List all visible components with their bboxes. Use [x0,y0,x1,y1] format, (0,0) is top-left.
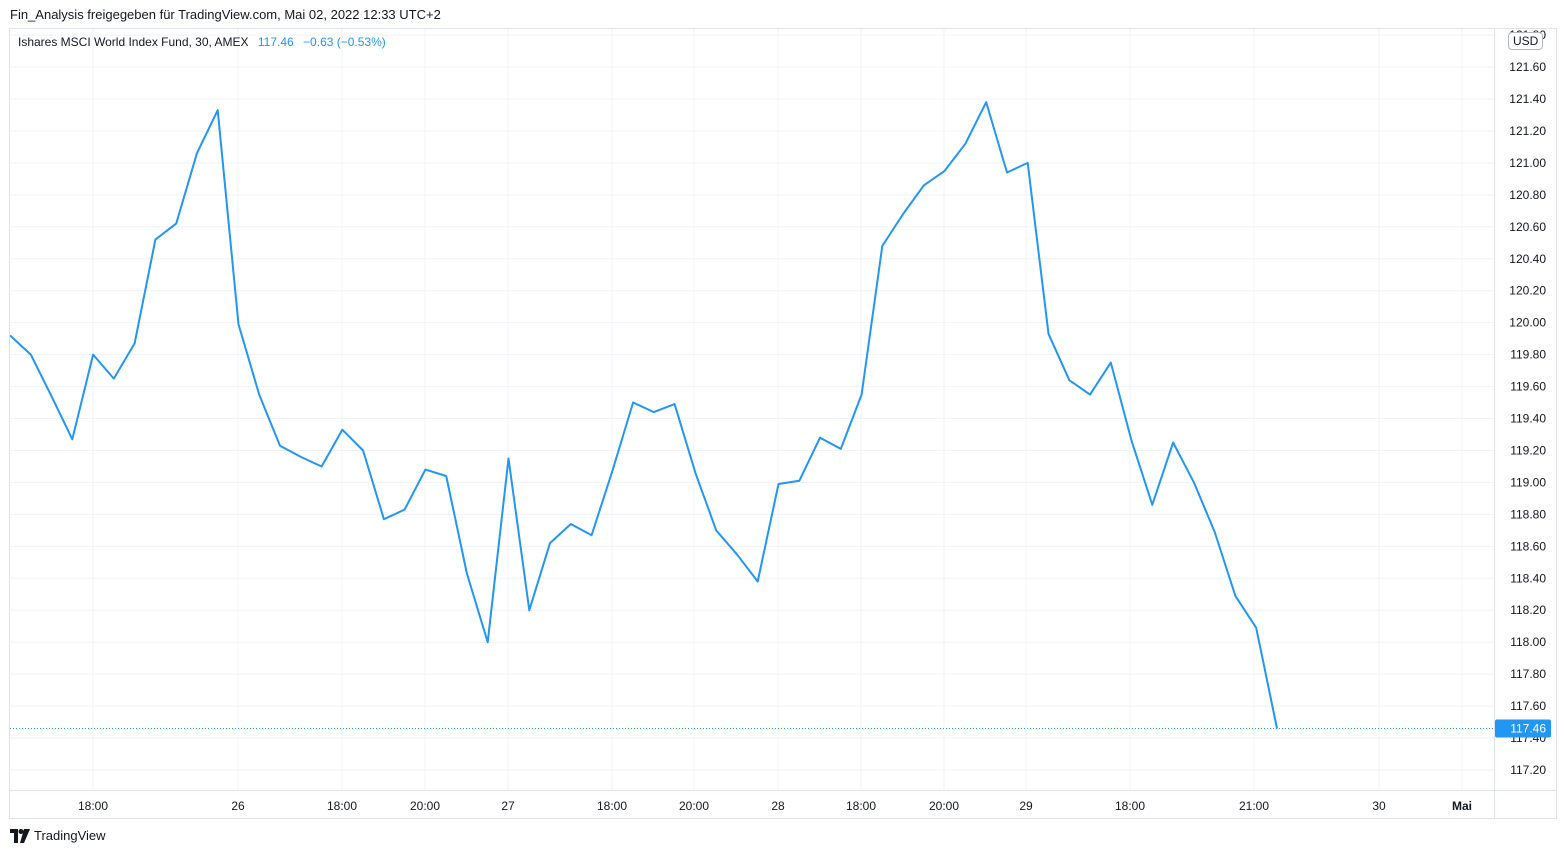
y-tick-label: 118.20 [1510,603,1546,617]
x-tick-label: 18:00 [846,799,876,813]
x-tick-label: 26 [231,799,245,813]
x-tick-label: 30 [1372,799,1386,813]
x-tick-label: 20:00 [679,799,709,813]
y-tick-label: 118.00 [1510,635,1546,649]
y-tick-label: 120.00 [1509,316,1546,330]
y-tick-label: 119.60 [1510,380,1546,394]
y-tick-label: 120.40 [1509,252,1546,266]
y-tick-label: 121.20 [1509,124,1546,138]
x-tick-label: Mai [1452,799,1472,813]
x-tick-label: 21:00 [1239,799,1269,813]
x-tick-label: 27 [501,799,515,813]
x-tick-label: 20:00 [410,799,440,813]
y-tick-label: 118.40 [1510,571,1546,585]
currency-button[interactable]: USD [1508,32,1544,50]
last-price-axis-badge [1495,719,1551,738]
share-header: Fin_Analysis freigegeben für TradingView… [10,7,441,22]
y-tick-label: 118.80 [1510,507,1546,521]
y-tick-label: 121.40 [1509,92,1546,106]
last-price-value: 117.46 [257,35,294,49]
y-tick-label: 120.60 [1509,220,1546,234]
tradingview-logo-link[interactable]: TradingView [10,828,106,843]
price-change-value: −0.63 (−0.53%) [303,35,386,49]
y-tick-label: 119.00 [1510,475,1546,489]
x-tick-label: 18:00 [1115,799,1145,813]
x-tick-label: 18:00 [327,799,357,813]
y-tick-label: 121.00 [1509,156,1546,170]
x-tick-label: 18:00 [597,799,627,813]
x-tick-label: 18:00 [78,799,108,813]
tradingview-brand-text: TradingView [34,828,106,843]
y-tick-label: 119.40 [1510,412,1546,426]
tradingview-logo-icon [10,828,30,843]
y-tick-label: 117.60 [1510,699,1546,713]
y-tick-label: 117.20 [1510,763,1546,777]
x-tick-label: 29 [1019,799,1033,813]
y-tick-label: 121.60 [1509,60,1546,74]
y-tick-label: 120.80 [1509,188,1546,202]
symbol-label[interactable]: Ishares MSCI World Index Fund, 30, AMEX [18,35,249,49]
x-tick-label: 28 [771,799,785,813]
y-tick-label: 119.20 [1510,443,1546,457]
y-tick-label: 117.80 [1510,667,1546,681]
chart-frame [9,28,1557,819]
x-tick-label: 20:00 [929,799,959,813]
y-tick-label: 118.60 [1510,539,1546,553]
price-series-line [10,101,1278,729]
y-tick-label: 120.20 [1509,284,1546,298]
y-tick-label: 119.80 [1510,348,1546,362]
chart-legend: Ishares MSCI World Index Fund, 30, AMEX … [18,35,386,49]
last-price-axis-label: 117.46 [1510,721,1546,735]
